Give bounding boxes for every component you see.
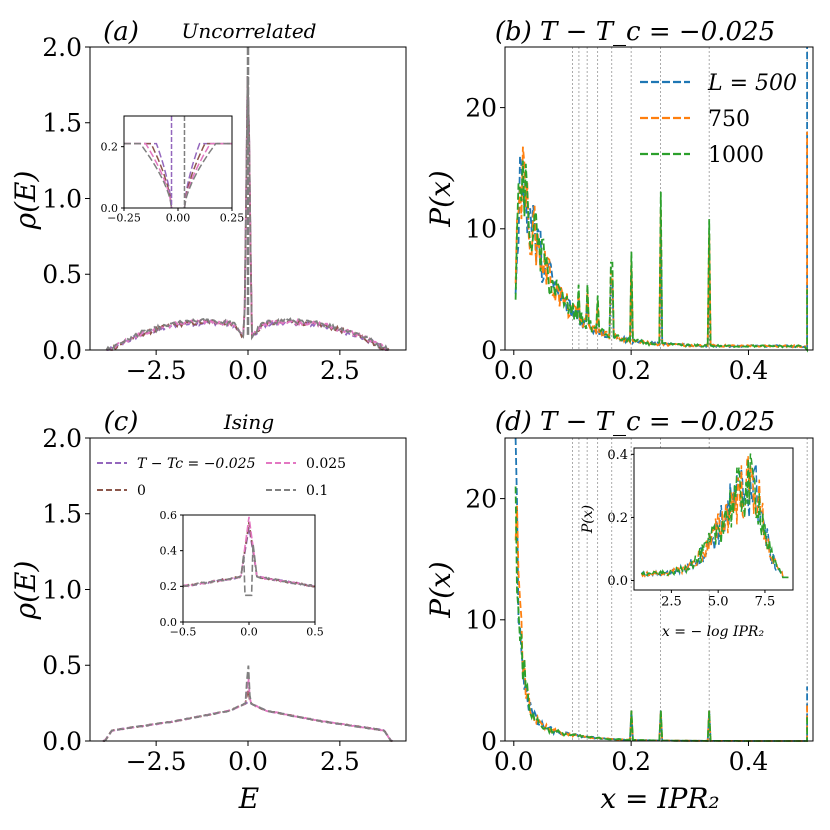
inset-d-line-2 (640, 453, 789, 579)
panel-subtitle-a: Uncorrelated (182, 19, 317, 43)
y-axis-label-c: ρ(E) (9, 561, 42, 621)
inset-c-xtick-label: −0.5 (170, 625, 197, 638)
panel-label-a: (a) (103, 17, 139, 47)
inset-d-ylabel: P(x) (580, 505, 596, 534)
legend-label-2: 0.025 (306, 456, 346, 472)
series-line-0 (102, 701, 393, 742)
b-ytick-label: 20 (465, 93, 497, 122)
c-xtick-label: 2.5 (320, 747, 360, 776)
a-ytick-label: 1.0 (42, 184, 82, 213)
plot-frame-b (504, 46, 814, 351)
legend-label-b-1: 750 (708, 107, 750, 132)
inset-a-xtick-label: −0.25 (107, 211, 141, 224)
c-xtick-label: 0.0 (228, 747, 268, 776)
x-axis-label-c: E (238, 782, 259, 815)
inset-c-ytick-label: 0.6 (160, 509, 178, 522)
inset-a-curves (124, 116, 232, 208)
inset-d-ytick-label: 0.2 (607, 511, 628, 526)
a-ytick-label: 0.0 (42, 336, 82, 365)
inset-c-line-0 (182, 527, 316, 588)
series-line-1 (514, 131, 808, 351)
legend-label-0: T − Tc = −0.025 (137, 456, 256, 472)
a-xtick-label: 0.0 (228, 356, 268, 385)
inset-d-xtick-label: 2.5 (661, 594, 682, 609)
a-xtick-label: 2.5 (320, 356, 360, 385)
inset-c-ytick-label: 0.2 (160, 580, 178, 593)
panel-label-c: (c) (104, 407, 139, 437)
a-ytick-label: 1.5 (42, 109, 82, 138)
series-line-1 (102, 689, 393, 742)
inset-a-xtick-label: 0.25 (220, 211, 245, 224)
inset-a-xtick-label: 0.00 (166, 211, 191, 224)
inset-a-line-1 (124, 142, 173, 208)
d-ytick-label: 0 (481, 727, 497, 756)
panel-subtitle-c: Ising (223, 410, 274, 434)
panel-title-d: (d) T − T_c = −0.025 (495, 407, 775, 437)
inset-a-ytick-label: 0.0 (101, 202, 119, 215)
plot-frame-d (504, 437, 814, 742)
legend-label-b-0: L = 500 (707, 71, 797, 96)
inset-d-ytick-label: 0.0 (607, 574, 628, 589)
inset-c-xtick-label: 0.0 (240, 625, 258, 638)
series-line-2 (102, 677, 393, 742)
d-ytick-label: 10 (465, 606, 497, 635)
inset-c-line-3 (182, 543, 316, 597)
a-ytick-label: 0.5 (42, 260, 82, 289)
a-xtick-label: −2.5 (126, 356, 187, 385)
series-line-3 (105, 76, 389, 352)
inset-frame-d (633, 447, 794, 591)
c-xtick-label: −2.5 (126, 747, 187, 776)
a-ytick-label: 2.0 (42, 33, 82, 62)
legend-label-3: 0.1 (306, 483, 328, 499)
inset-a-line-3 (183, 142, 232, 208)
inset-a-line-1 (183, 142, 232, 208)
d-ytick-label: 20 (465, 484, 497, 513)
inset-c-ytick-label: 0.0 (160, 616, 178, 629)
inset-bg-a (124, 116, 232, 208)
y-axis-label-b: P(x) (424, 170, 457, 227)
b-xtick-label: 0.4 (729, 356, 769, 385)
x-axis-label-d: x = IPR₂ (600, 782, 719, 815)
inset-bg-d (634, 448, 793, 590)
inset-d-ytick-label: 0.4 (607, 448, 628, 463)
d-xtick-label: 0.4 (729, 747, 769, 776)
d-xtick-label: 0.2 (611, 747, 651, 776)
c-ytick-label: 2.0 (42, 424, 82, 453)
b-ytick-label: 0 (481, 336, 497, 365)
b-xtick-label: 0.2 (611, 356, 651, 385)
series-line-2 (514, 160, 808, 353)
b-ytick-label: 10 (465, 215, 497, 244)
b-xtick-label: 0.0 (494, 356, 534, 385)
d-xtick-label: 0.0 (494, 747, 534, 776)
inset-d-xlabel: x = − log IPR₂ (662, 624, 765, 640)
legend-label-b-2: 1000 (708, 143, 764, 168)
panel-title-b: (b) T − T_c = −0.025 (495, 17, 775, 47)
c-ytick-label: 0.5 (42, 651, 82, 680)
inset-d-xtick-label: 7.5 (755, 594, 776, 609)
inset-a-ytick-label: 0.2 (101, 141, 119, 154)
legend-label-1: 0 (137, 483, 146, 499)
c-ytick-label: 1.0 (42, 575, 82, 604)
y-axis-label-a: ρ(E) (9, 171, 42, 231)
inset-a-line-2 (124, 142, 173, 208)
y-axis-label-d: P(x) (424, 561, 457, 618)
inset-c-xtick-label: 0.5 (306, 625, 324, 638)
inset-c-ytick-label: 0.4 (160, 545, 178, 558)
series-line-3 (102, 665, 393, 742)
c-ytick-label: 0.0 (42, 727, 82, 756)
inset-a-line-3 (124, 142, 173, 208)
c-ytick-label: 1.5 (42, 500, 82, 529)
inset-d-xtick-label: 5.0 (708, 594, 729, 609)
